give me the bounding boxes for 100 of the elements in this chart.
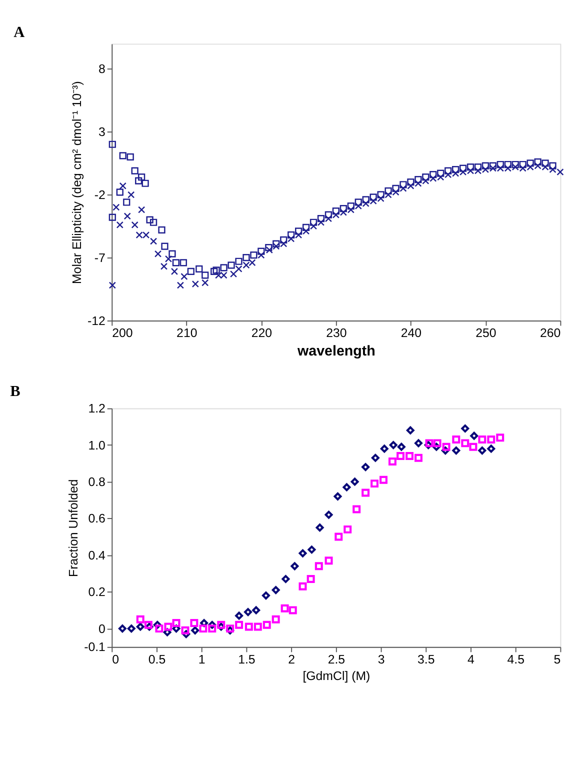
x-tick-label: 230 <box>326 326 347 340</box>
point <box>163 628 172 636</box>
point <box>433 439 442 448</box>
point <box>344 525 352 534</box>
point <box>452 436 460 444</box>
point <box>432 442 440 451</box>
point <box>144 620 152 629</box>
point <box>244 608 252 616</box>
x-tick-label: 0.5 <box>148 652 166 667</box>
y-tick-label: -7 <box>94 250 106 265</box>
point <box>388 458 396 466</box>
point <box>308 546 316 554</box>
point <box>324 556 333 565</box>
x-tick-label: 4 <box>468 652 475 667</box>
point <box>190 619 198 628</box>
point <box>200 619 208 628</box>
point <box>478 436 486 444</box>
chart-title: B <box>10 382 20 400</box>
point <box>397 442 406 451</box>
point <box>324 510 333 519</box>
y-tick-label: 0.8 <box>88 475 106 490</box>
x-tick-label: 210 <box>176 326 198 340</box>
x-tick-label: 260 <box>540 326 561 340</box>
y-tick-label: -12 <box>88 314 106 328</box>
x-tick-label: 1 <box>198 652 206 667</box>
point <box>217 620 226 629</box>
point <box>262 592 270 600</box>
y-tick-label: -2 <box>94 188 106 202</box>
point <box>487 444 496 453</box>
y-tick-label: 3 <box>98 125 106 140</box>
x-tick-label: 1.5 <box>238 652 256 667</box>
point <box>290 562 299 570</box>
point <box>208 624 216 633</box>
point <box>181 626 190 634</box>
y-tick-label: 0.6 <box>88 512 106 526</box>
point <box>441 446 450 455</box>
point <box>414 454 422 462</box>
point <box>254 622 262 631</box>
point <box>469 442 478 451</box>
point <box>406 426 414 434</box>
x-tick-label: 5 <box>554 652 561 667</box>
point <box>314 562 323 570</box>
point <box>496 434 504 442</box>
x-tick-label: 220 <box>251 326 272 340</box>
chart-title: A <box>14 24 25 42</box>
point <box>316 524 324 532</box>
point <box>272 586 280 594</box>
point <box>191 626 200 634</box>
point <box>280 604 289 612</box>
point <box>118 624 126 633</box>
point <box>406 452 414 460</box>
point <box>371 454 380 462</box>
point <box>470 432 478 440</box>
point <box>389 441 398 450</box>
y-tick-label: 1.2 <box>88 402 106 416</box>
x-tick-label: 3.5 <box>418 652 435 667</box>
y-tick-label: -0.1 <box>84 640 106 654</box>
point <box>362 463 370 472</box>
point <box>199 624 208 633</box>
point <box>252 606 260 614</box>
x-tick-label: 0 <box>112 652 120 667</box>
point <box>362 488 370 497</box>
point <box>272 615 280 624</box>
point <box>127 624 136 633</box>
x-axis-title: [GdmCl] (M) <box>302 668 370 683</box>
x-tick-label: 2 <box>288 652 296 667</box>
y-axis-title: Fraction Unfolded <box>66 479 80 577</box>
x-tick-label: 200 <box>112 326 133 340</box>
point <box>208 620 216 629</box>
x-axis-title: wavelength <box>296 343 376 360</box>
point <box>334 492 342 500</box>
y-tick-label: 0.2 <box>88 585 106 600</box>
y-tick-label: 1.0 <box>88 438 106 452</box>
point <box>153 620 162 629</box>
point <box>155 624 164 633</box>
point <box>182 630 190 638</box>
point <box>298 549 307 558</box>
point <box>380 444 388 453</box>
point <box>478 446 486 455</box>
point <box>172 619 180 628</box>
point <box>306 575 315 583</box>
point <box>164 622 172 631</box>
x-tick-label: 2.5 <box>328 652 346 667</box>
y-tick-label: 0.4 <box>88 548 106 562</box>
point <box>396 452 405 460</box>
x-tick-label: 3 <box>378 652 385 667</box>
x-tick-label: 240 <box>400 326 422 340</box>
point <box>262 620 271 629</box>
point <box>288 606 297 614</box>
point <box>461 439 470 448</box>
point <box>298 582 307 590</box>
point <box>172 624 180 633</box>
point <box>352 505 361 514</box>
point <box>380 476 388 484</box>
point <box>136 615 144 624</box>
point <box>334 532 343 541</box>
point <box>235 612 244 620</box>
x-tick-label: 250 <box>476 326 496 340</box>
point <box>235 620 244 629</box>
x-tick-label: 4.5 <box>507 652 525 667</box>
